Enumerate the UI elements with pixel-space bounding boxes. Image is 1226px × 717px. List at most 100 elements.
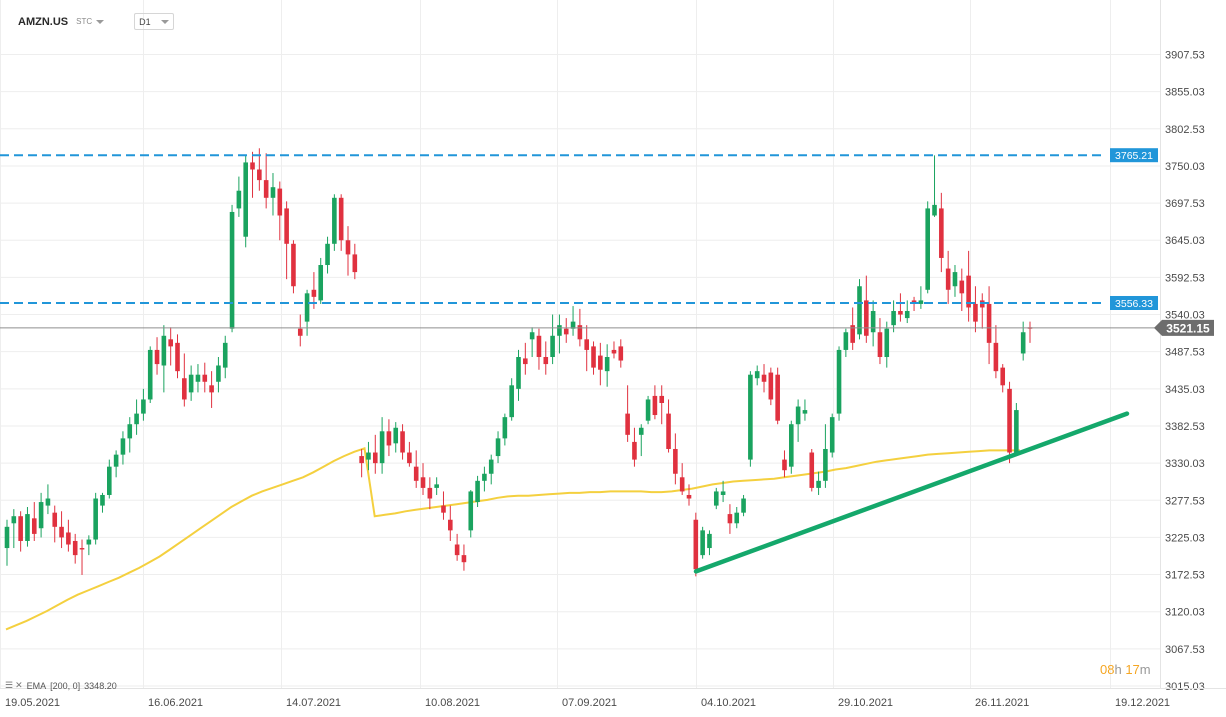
candle [79, 539, 85, 575]
candle-body [529, 332, 535, 340]
candle-body [284, 208, 289, 244]
candle [713, 487, 719, 510]
candle [482, 466, 487, 492]
candle [250, 151, 255, 198]
candle [147, 346, 153, 403]
list-icon[interactable]: ☰ [5, 680, 14, 690]
candle-body [45, 498, 51, 506]
candle [372, 434, 378, 474]
candle-body [168, 339, 173, 347]
level-price-label: 3765.21 [1115, 150, 1153, 162]
candle [31, 502, 37, 541]
candle [488, 454, 494, 485]
candle [884, 321, 890, 368]
candle [563, 318, 569, 343]
candle-body [577, 325, 583, 340]
indicator-controls[interactable]: ☰ ✕ [5, 680, 23, 691]
candle-body [311, 289, 317, 297]
candle [25, 507, 30, 547]
candle [925, 201, 930, 294]
candle-body [468, 491, 474, 531]
candle [632, 427, 637, 467]
symbol-label[interactable]: AMZN.US [18, 15, 69, 28]
candle-body [652, 395, 658, 416]
candle-body [877, 332, 883, 358]
timeframe-selector[interactable]: D1 [134, 13, 174, 30]
candle-body [809, 452, 815, 488]
candle-body [864, 300, 869, 336]
tick-type-label: STC [76, 17, 93, 26]
close-icon[interactable]: ✕ [15, 680, 23, 690]
candle [741, 494, 746, 517]
candle-body [591, 346, 596, 368]
y-tick-label: 3172.53 [1165, 570, 1205, 582]
candle-body [700, 530, 705, 556]
y-tick-label: 3802.53 [1165, 124, 1205, 136]
candle-body [495, 438, 501, 457]
candle-body [584, 339, 589, 350]
candle-body [884, 328, 890, 358]
candle [673, 433, 678, 485]
candle [400, 424, 405, 460]
candle-body [393, 427, 399, 444]
candle [857, 279, 862, 340]
support-trendline [693, 411, 1130, 574]
candle-body [918, 300, 924, 304]
candle-body [461, 555, 467, 563]
candles [4, 148, 1033, 577]
candle [570, 306, 576, 336]
candle [557, 314, 562, 354]
candle [502, 413, 508, 446]
candle [959, 268, 965, 312]
candle [652, 385, 658, 420]
candle-body [182, 378, 187, 400]
candle-body [932, 204, 937, 216]
candle-body [686, 494, 692, 499]
candle [939, 192, 944, 273]
candle [748, 371, 753, 467]
y-tick-label: 3540.03 [1165, 310, 1205, 322]
candle [816, 471, 821, 495]
candle-body [66, 532, 71, 545]
candle-body [870, 311, 876, 333]
candle [509, 378, 514, 421]
candle-body [720, 491, 726, 495]
candle-body [407, 452, 412, 464]
candle-body [332, 197, 337, 244]
candle-body [754, 371, 760, 379]
candle [202, 362, 208, 393]
candle [625, 385, 630, 442]
candle-body [175, 342, 180, 372]
candle-body [448, 519, 453, 531]
y-tick-label: 3225.03 [1165, 532, 1205, 544]
candle [127, 417, 133, 453]
candle-body [945, 268, 951, 290]
candle-body [263, 180, 269, 198]
y-tick-label: 3750.03 [1165, 161, 1205, 173]
candle-body [325, 243, 330, 266]
candle-body [202, 374, 208, 382]
candle [318, 257, 324, 304]
candle-body [741, 498, 746, 513]
candle-body [134, 413, 139, 425]
candle-body [550, 335, 555, 358]
candle-body [768, 372, 774, 400]
candle-body [352, 254, 358, 273]
candle-body [611, 349, 617, 354]
candle [870, 300, 876, 347]
x-tick-label: 14.07.2021 [286, 697, 341, 709]
candle [182, 353, 187, 407]
candle-body [713, 491, 719, 506]
tick-type-selector[interactable]: STC [76, 17, 105, 26]
candle-body [270, 187, 276, 198]
timer-hours: 08 [1100, 662, 1115, 677]
candle-body [250, 162, 255, 170]
candle-body [113, 454, 119, 467]
candle-body [1000, 367, 1006, 386]
candle [393, 422, 399, 453]
candle [707, 530, 712, 556]
candle [107, 459, 112, 499]
candle [236, 176, 242, 217]
candle [338, 194, 344, 251]
